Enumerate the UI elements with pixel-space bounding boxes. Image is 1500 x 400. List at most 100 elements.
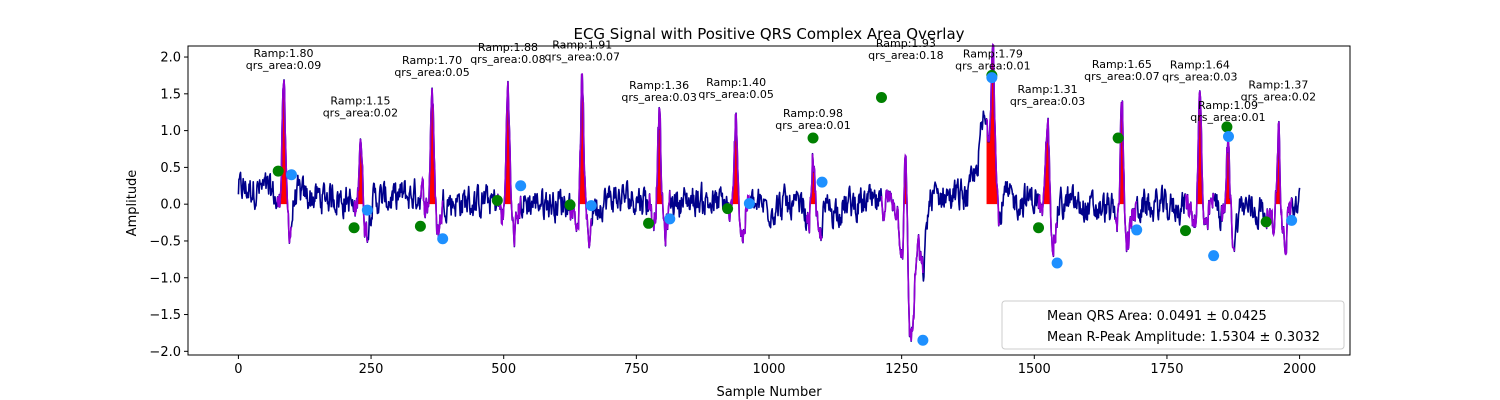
qrs-onset-marker-8 bbox=[807, 132, 819, 144]
qrs-segment-9 bbox=[880, 153, 924, 342]
qrs-onset-marker-7 bbox=[722, 203, 734, 215]
qrs-onset-marker-14 bbox=[1221, 121, 1233, 133]
ramp-label-1: Ramp:1.80 bbox=[253, 47, 313, 60]
qrs-area-label-1: qrs_area:0.09 bbox=[246, 59, 321, 72]
ramp-label-6: Ramp:1.36 bbox=[629, 79, 689, 92]
qrs-onset-marker-13 bbox=[1180, 225, 1192, 237]
qrs-segment-15 bbox=[1265, 121, 1293, 256]
qrs-segment-12 bbox=[1114, 100, 1138, 252]
y-tick-label: 0.5 bbox=[160, 161, 181, 176]
qrs-area-label-13: qrs_area:0.03 bbox=[1162, 71, 1237, 84]
qrs-area-label-15: qrs_area:0.02 bbox=[1241, 90, 1316, 103]
qrs-offset-marker-6 bbox=[664, 213, 676, 225]
qrs-area-label-4: qrs_area:0.08 bbox=[470, 53, 545, 66]
ramp-label-11: Ramp:1.31 bbox=[1018, 83, 1078, 96]
qrs-offset-marker-9 bbox=[917, 334, 929, 346]
y-tick-label: 0.0 bbox=[160, 198, 181, 213]
qrs-area-label-6: qrs_area:0.03 bbox=[621, 91, 696, 104]
y-tick-label: −0.5 bbox=[149, 234, 181, 249]
qrs-area-label-3: qrs_area:0.05 bbox=[394, 66, 469, 79]
y-tick-label: 1.5 bbox=[160, 87, 181, 102]
qrs-segment-13 bbox=[1184, 90, 1215, 230]
plot-frame bbox=[187, 45, 1351, 356]
qrs-area-label-12: qrs_area:0.07 bbox=[1084, 70, 1159, 83]
x-tick-label: 0 bbox=[234, 362, 242, 377]
ramp-label-10: Ramp:1.79 bbox=[963, 47, 1023, 60]
qrs-onset-marker-1 bbox=[272, 165, 284, 177]
legend-box bbox=[1001, 300, 1345, 350]
qrs-annotations: Ramp:1.80qrs_area:0.09Ramp:1.15qrs_area:… bbox=[246, 37, 1316, 132]
qrs-segment-2 bbox=[353, 138, 369, 243]
qrs-segment-10 bbox=[985, 42, 1001, 226]
qrs-area-label-7: qrs_area:0.05 bbox=[698, 88, 773, 101]
qrs-onset-marker-3 bbox=[414, 220, 426, 232]
qrs-segment-3 bbox=[419, 88, 444, 239]
y-axis-label: Amplitude bbox=[125, 170, 140, 237]
legend-entry-qrs-area: Mean QRS Area: 0.0491 ± 0.0425 bbox=[1047, 309, 1267, 324]
qrs-offset-marker-3 bbox=[437, 233, 449, 245]
y-tick-label: 1.0 bbox=[160, 124, 181, 139]
qrs-onset-marker-2 bbox=[348, 222, 360, 234]
qrs-area-label-5: qrs_area:0.07 bbox=[544, 51, 619, 64]
qrs-onset-marker-9 bbox=[875, 92, 887, 103]
ramp-label-9: Ramp:1.93 bbox=[876, 37, 936, 50]
qrs-segment-8 bbox=[805, 153, 823, 241]
legend: Mean QRS Area: 0.0491 ± 0.0425 Mean R-Pe… bbox=[1001, 300, 1345, 350]
qrs-offset-marker-4 bbox=[515, 180, 527, 192]
ramp-label-4: Ramp:1.88 bbox=[478, 41, 538, 54]
qrs-area-label-9: qrs_area:0.18 bbox=[868, 49, 943, 62]
ramp-label-13: Ramp:1.64 bbox=[1170, 59, 1230, 72]
qrs-offset-marker-12 bbox=[1131, 224, 1143, 236]
qrs-segment-7 bbox=[726, 112, 751, 243]
ramp-label-14: Ramp:1.09 bbox=[1198, 99, 1258, 112]
ramp-label-8: Ramp:0.98 bbox=[783, 107, 843, 120]
x-tick-label: 1750 bbox=[1150, 362, 1183, 377]
qrs-onset-marker-6 bbox=[643, 217, 655, 229]
y-tick-label: −2.0 bbox=[149, 345, 181, 360]
qrs-area-label-2: qrs_area:0.02 bbox=[323, 107, 398, 120]
ramp-label-2: Ramp:1.15 bbox=[330, 95, 390, 108]
qrs-area-fill-10 bbox=[986, 44, 998, 205]
qrs-segment-4 bbox=[496, 81, 522, 247]
qrs-offset-marker-8 bbox=[816, 176, 828, 188]
ramp-label-12: Ramp:1.65 bbox=[1092, 58, 1152, 71]
x-tick-label: 1500 bbox=[1018, 362, 1051, 377]
x-tick-label: 500 bbox=[491, 362, 516, 377]
plot-layer bbox=[237, 42, 1301, 346]
qrs-onset-marker-12 bbox=[1112, 132, 1124, 144]
qrs-offset-marker-14 bbox=[1222, 130, 1234, 142]
qrs-onset-marker-4 bbox=[491, 195, 503, 206]
qrs-offset-marker-1 bbox=[285, 169, 297, 181]
qrs-offset-marker-13 bbox=[1208, 250, 1220, 262]
axis-ticks: 0 250 500 750 1000 1250 1500 1750 2000 −2.0 −1.5 −1… bbox=[149, 51, 1316, 377]
qrs-segment-11 bbox=[1037, 118, 1058, 257]
ramp-label-5: Ramp:1.91 bbox=[552, 39, 612, 52]
qrs-area-label-8: qrs_area:0.01 bbox=[775, 119, 850, 132]
qrs-offset-marker-11 bbox=[1051, 257, 1063, 269]
qrs-area-label-10: qrs_area:0.01 bbox=[955, 59, 1030, 72]
qrs-offset-marker-15 bbox=[1286, 214, 1298, 226]
qrs-offset-marker-2 bbox=[361, 204, 373, 216]
y-tick-label: −1.0 bbox=[149, 271, 181, 286]
ramp-label-3: Ramp:1.70 bbox=[402, 54, 462, 67]
y-tick-label: −1.5 bbox=[149, 308, 181, 323]
x-tick-label: 2000 bbox=[1283, 362, 1316, 377]
qrs-offset-marker-10 bbox=[986, 72, 998, 84]
x-tick-label: 750 bbox=[624, 362, 649, 377]
qrs-segment-1 bbox=[276, 79, 292, 244]
ramp-label-7: Ramp:1.40 bbox=[706, 76, 766, 89]
qrs-onset-marker-5 bbox=[564, 199, 576, 211]
chart-title: ECG Signal with Positive QRS Complex Are… bbox=[573, 25, 964, 43]
y-tick-label: 2.0 bbox=[160, 51, 181, 66]
x-tick-label: 250 bbox=[359, 362, 384, 377]
qrs-offset-marker-7 bbox=[743, 197, 755, 209]
x-axis-label: Sample Number bbox=[716, 385, 822, 400]
qrs-area-label-11: qrs_area:0.03 bbox=[1010, 95, 1085, 108]
legend-entry-r-peak-amplitude: Mean R-Peak Amplitude: 1.5304 ± 0.3032 bbox=[1047, 330, 1320, 345]
qrs-offset-marker-5 bbox=[585, 200, 597, 212]
x-tick-label: 1000 bbox=[752, 362, 785, 377]
ramp-label-15: Ramp:1.37 bbox=[1248, 78, 1308, 91]
qrs-onset-marker-15 bbox=[1260, 216, 1272, 228]
